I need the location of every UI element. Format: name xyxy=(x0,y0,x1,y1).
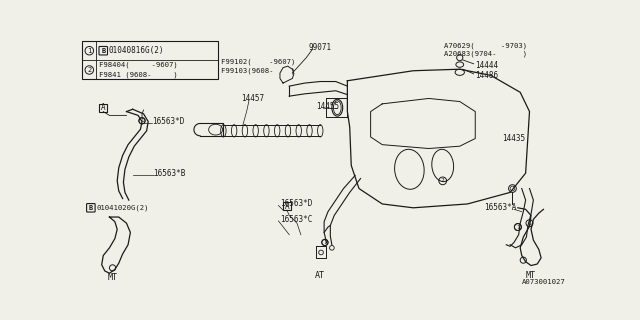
Text: 16563*D: 16563*D xyxy=(152,117,184,126)
Text: B: B xyxy=(101,48,106,54)
Text: 01041020G(2): 01041020G(2) xyxy=(96,204,148,211)
Text: 14444: 14444 xyxy=(476,61,499,70)
Text: 1: 1 xyxy=(527,221,531,226)
Text: 14457: 14457 xyxy=(241,94,264,103)
Text: A70629(      -9703): A70629( -9703) xyxy=(444,43,527,49)
Text: 1: 1 xyxy=(140,118,143,123)
Text: A073001027: A073001027 xyxy=(522,279,566,285)
Text: 16563*D: 16563*D xyxy=(280,199,312,208)
Text: 1: 1 xyxy=(87,48,92,54)
Text: 16563*A: 16563*A xyxy=(484,203,517,212)
Text: 16563*C: 16563*C xyxy=(280,215,312,224)
Bar xyxy=(283,203,291,210)
Text: 16563*B: 16563*B xyxy=(154,169,186,178)
Bar xyxy=(83,41,218,79)
Text: 01040816G(2): 01040816G(2) xyxy=(109,46,164,55)
Text: AT: AT xyxy=(316,271,325,280)
Text: 14486: 14486 xyxy=(476,71,499,80)
Text: F99103(9608-    ): F99103(9608- ) xyxy=(221,68,296,74)
Text: MT: MT xyxy=(108,273,118,282)
Text: B: B xyxy=(89,205,93,211)
Text: A: A xyxy=(101,103,106,112)
Text: 2: 2 xyxy=(441,178,445,183)
Text: 99071: 99071 xyxy=(308,43,332,52)
Text: 1: 1 xyxy=(516,225,520,229)
Text: F9841 (9608-     ): F9841 (9608- ) xyxy=(99,71,177,78)
Text: F99102(    -9607): F99102( -9607) xyxy=(221,58,296,65)
Text: A20683(9704-      ): A20683(9704- ) xyxy=(444,51,527,57)
Text: A: A xyxy=(285,202,289,211)
Text: F98404(     -9607): F98404( -9607) xyxy=(99,61,177,68)
Bar xyxy=(99,104,107,112)
Text: 1: 1 xyxy=(323,240,326,245)
Text: MT: MT xyxy=(526,271,536,280)
Text: 2: 2 xyxy=(87,67,92,73)
Text: 14435: 14435 xyxy=(502,134,525,143)
Text: 14455: 14455 xyxy=(316,102,339,111)
